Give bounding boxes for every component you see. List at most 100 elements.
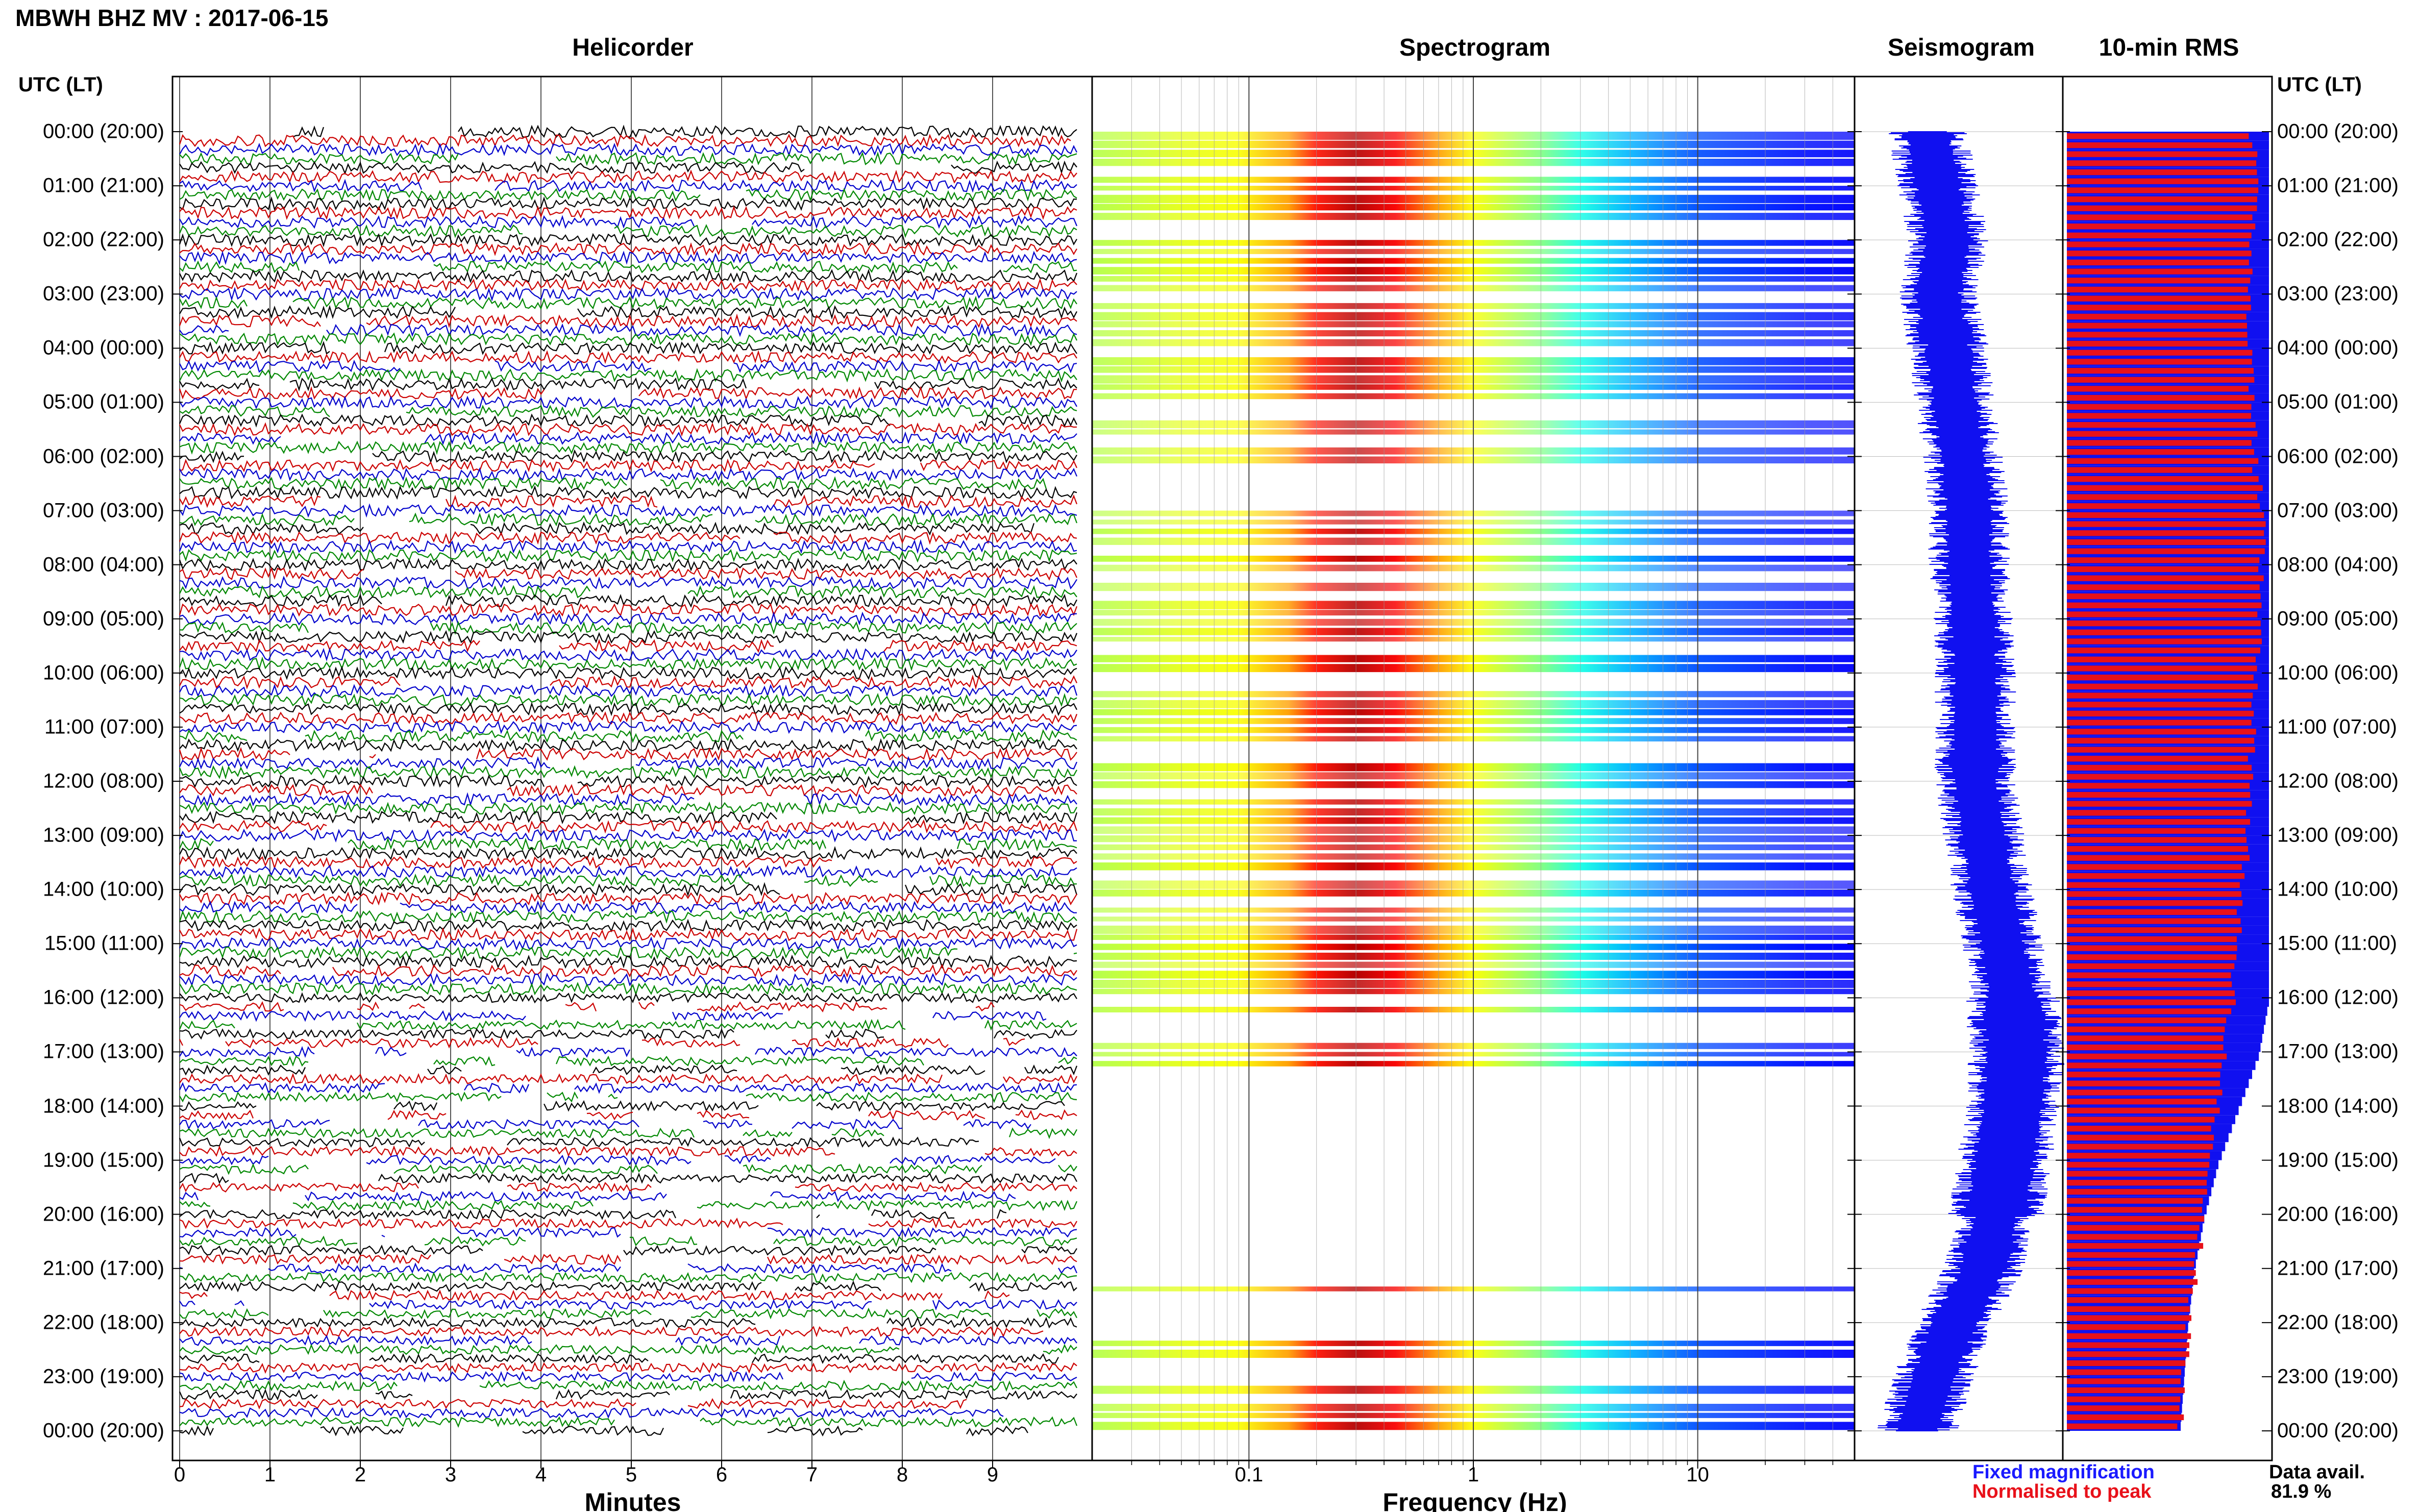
rms-bar-normalised — [2067, 1107, 2220, 1113]
helicorder-trace — [179, 160, 1077, 175]
rms-bar-normalised — [2067, 1171, 2208, 1177]
time-label-left: 16:00 (12:00) — [43, 986, 164, 1009]
rms-bar-normalised — [2067, 936, 2237, 943]
rms-bar-normalised — [2067, 999, 2236, 1005]
time-label-right: 00:00 (20:00) — [2277, 1419, 2399, 1442]
helicorder-title: Helicorder — [572, 34, 694, 61]
helicorder-trace — [179, 674, 1077, 690]
time-label-left: 22:00 (18:00) — [43, 1311, 164, 1334]
rms-bar-normalised — [2067, 927, 2242, 933]
helicorder-trace — [179, 1217, 1077, 1229]
rms-bar-normalised — [2067, 656, 2256, 662]
rms-bar-normalised — [2067, 1288, 2193, 1294]
helicorder-trace — [179, 232, 1077, 247]
time-label-right: 14:00 (10:00) — [2277, 878, 2399, 901]
time-label-left: 07:00 (03:00) — [43, 499, 164, 522]
helicorder-trace — [179, 1379, 1077, 1392]
helicorder-trace — [179, 910, 1077, 924]
helicorder-trace — [179, 187, 1077, 202]
time-label-right: 06:00 (02:00) — [2277, 445, 2399, 467]
rms-bar-normalised — [2067, 783, 2250, 789]
helicorder-trace — [179, 1361, 1077, 1374]
helicorder-trace — [179, 278, 1077, 292]
time-label-left: 01:00 (21:00) — [43, 174, 164, 197]
panel-frame — [2062, 76, 2273, 1461]
helicorder-trace — [179, 313, 1077, 329]
time-label-left: 21:00 (17:00) — [43, 1257, 164, 1280]
spectrogram-title: Spectrogram — [1399, 34, 1551, 61]
rms-bar-normalised — [2067, 702, 2252, 708]
helicorder-trace — [179, 1109, 1077, 1121]
helicorder-trace — [179, 603, 1078, 617]
helicorder-trace — [179, 819, 1078, 834]
rms-bar-normalised — [2067, 458, 2259, 464]
helicorder-trace — [179, 395, 1077, 410]
rms-bar-normalised — [2067, 1188, 2207, 1195]
helicorder-trace — [179, 946, 1077, 960]
rms-bar-normalised — [2067, 142, 2253, 148]
helicorder-trace — [179, 205, 1077, 220]
helicorder-trace — [179, 1271, 1077, 1284]
helicorder-trace — [179, 305, 1077, 320]
helicorder-trace — [179, 557, 1077, 572]
rms-bar-normalised — [2067, 340, 2248, 347]
time-label-left: 10:00 (06:00) — [43, 661, 164, 684]
helicorder-trace — [180, 1291, 1077, 1300]
time-label-right: 22:00 (18:00) — [2277, 1311, 2399, 1334]
helicorder-trace — [179, 1019, 1077, 1031]
helicorder-trace — [179, 810, 1078, 825]
helicorder-trace — [179, 1055, 1077, 1067]
helicorder-trace — [179, 864, 1077, 879]
rms-bar-normalised — [2067, 530, 2264, 536]
rms-bar-normalised — [2067, 431, 2258, 437]
rms-bar-normalised — [2067, 377, 2255, 383]
rms-bar-normalised — [2067, 819, 2250, 825]
rms-bar-normalised — [2067, 710, 2254, 716]
helicorder-trace — [179, 992, 1077, 1004]
rms-bar-normalised — [2067, 133, 2249, 139]
time-label-right: 00:00 (20:00) — [2277, 120, 2399, 143]
rms-title: 10-min RMS — [2099, 34, 2239, 61]
rms-bar-normalised — [2067, 521, 2266, 527]
helicorder-trace — [179, 1334, 1077, 1347]
rms-bar-normalised — [2067, 1297, 2188, 1303]
rms-bar-normalised — [2067, 665, 2257, 672]
helicorder-trace — [179, 1064, 1078, 1076]
rms-bar-normalised — [2067, 196, 2257, 203]
rms-bar-normalised — [2067, 918, 2241, 924]
rms-bar-normalised — [2067, 1225, 2200, 1231]
rms-bar-normalised — [2067, 1044, 2224, 1051]
helicorder-trace — [179, 134, 1071, 148]
helicorder-trace — [179, 1299, 1077, 1311]
rms-bar-normalised — [2067, 575, 2264, 581]
time-label-left: 14:00 (10:00) — [43, 878, 164, 901]
helicorder-trace — [179, 702, 1077, 716]
helicorder-trace — [179, 169, 1077, 184]
rms-bar-normalised — [2067, 323, 2247, 329]
helicorder-trace — [179, 1046, 1077, 1058]
seismogram-title: Seismogram — [1887, 34, 2035, 61]
rms-bar-normalised — [2067, 503, 2260, 509]
helicorder-trace — [179, 1028, 1077, 1040]
helicorder-trace — [179, 503, 1077, 518]
rms-bar-normalised — [2067, 169, 2257, 176]
helicorder-trace — [179, 566, 1078, 581]
helicorder-trace — [179, 142, 1077, 157]
helicorder-trace — [179, 954, 1077, 969]
time-label-right: 19:00 (15:00) — [2277, 1149, 2399, 1172]
rms-bar-normalised — [2067, 990, 2235, 997]
rms-bar-normalised — [2067, 539, 2266, 546]
rms-bar-normalised — [2067, 810, 2247, 816]
rms-bar-normalised — [2067, 1161, 2210, 1168]
helicorder-trace — [179, 449, 1077, 464]
helicorder-trace — [179, 422, 1077, 437]
spectrogram-x-label: Frequency (Hz) — [1383, 1488, 1567, 1512]
time-label-left: 06:00 (02:00) — [43, 445, 164, 467]
helicorder-trace — [179, 1407, 1004, 1419]
helicorder-trace — [179, 936, 1077, 951]
rms-bar-normalised — [2067, 1072, 2220, 1078]
time-label-right: 04:00 (00:00) — [2277, 336, 2399, 359]
rms-bar-normalised — [2067, 1062, 2222, 1069]
helicorder-trace — [179, 440, 1077, 455]
helicorder-tick-label: 3 — [445, 1464, 457, 1486]
